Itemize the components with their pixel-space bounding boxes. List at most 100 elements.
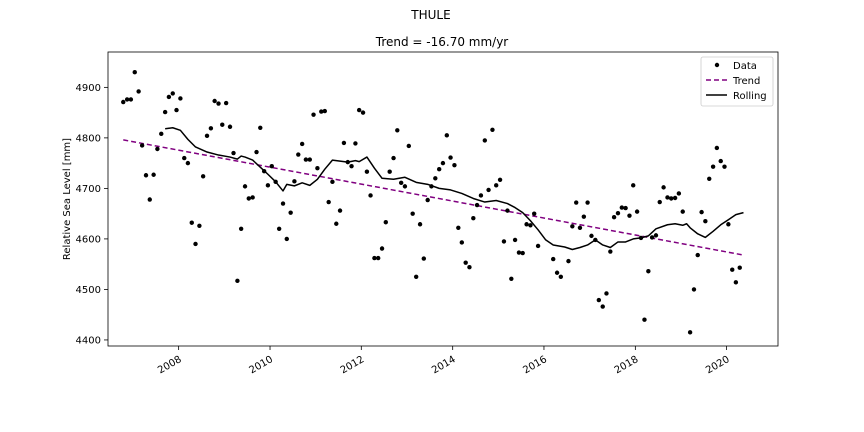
- data-point: [615, 210, 621, 216]
- data-point: [166, 94, 172, 100]
- figure-suptitle: THULE: [410, 8, 450, 22]
- data-point: [726, 222, 731, 227]
- data-point: [212, 98, 217, 104]
- trend-line: [123, 139, 744, 256]
- data-point: [505, 208, 510, 213]
- data-point: [478, 193, 484, 198]
- data-point: [627, 213, 632, 218]
- data-point: [737, 265, 742, 270]
- data-point: [223, 100, 229, 106]
- y-tick-label: 4400: [76, 335, 101, 346]
- data-point: [303, 157, 309, 162]
- data-point: [182, 155, 187, 161]
- data-point: [395, 128, 400, 133]
- data-point: [718, 158, 723, 164]
- data-point: [326, 199, 331, 205]
- data-point: [143, 173, 149, 178]
- data-point: [216, 101, 221, 106]
- data-point: [379, 246, 385, 251]
- legend-label-rolling: Rolling: [733, 91, 767, 102]
- data-point: [535, 243, 541, 249]
- data-point: [147, 197, 152, 202]
- data-point: [433, 176, 438, 181]
- data-point: [413, 274, 419, 279]
- data-point: [574, 200, 579, 205]
- data-point: [672, 195, 678, 201]
- data-point: [551, 256, 556, 262]
- data-point: [440, 160, 446, 166]
- data-point: [341, 140, 347, 146]
- data-point: [250, 195, 255, 200]
- data-point: [204, 133, 210, 139]
- data-point: [265, 183, 271, 188]
- legend-frame: [700, 56, 774, 107]
- data-point: [623, 205, 628, 211]
- data-point: [421, 256, 427, 261]
- data-point: [532, 211, 537, 216]
- data-point: [486, 187, 491, 193]
- data-point: [611, 214, 617, 220]
- data-point: [402, 184, 408, 189]
- data-point: [669, 196, 674, 201]
- data-point: [345, 159, 350, 165]
- data-point: [707, 176, 712, 181]
- data-point: [634, 209, 640, 214]
- data-point: [593, 237, 598, 243]
- data-point: [482, 138, 488, 143]
- data-point: [585, 200, 590, 205]
- data-point: [494, 183, 499, 188]
- data-point: [733, 280, 739, 285]
- data-point: [459, 240, 465, 245]
- data-point: [356, 107, 362, 113]
- data-point: [570, 224, 575, 229]
- data-point: [646, 269, 651, 274]
- data-point: [136, 89, 141, 94]
- plot-area-frame: [107, 51, 779, 347]
- data-point: [391, 155, 396, 161]
- data-point: [619, 205, 625, 210]
- data-point: [581, 214, 587, 219]
- data-point: [687, 330, 693, 335]
- data-point: [132, 70, 137, 75]
- data-point: [577, 225, 583, 230]
- y-tick-label: 4500: [76, 285, 101, 296]
- data-point: [319, 109, 324, 114]
- data-point: [360, 110, 366, 115]
- data-point: [657, 199, 662, 205]
- data-point: [554, 270, 560, 275]
- data-point: [383, 220, 388, 225]
- data-point: [649, 235, 655, 240]
- data-point: [197, 223, 202, 228]
- y-tick-label: 4700: [76, 184, 101, 195]
- data-point: [703, 219, 708, 224]
- data-point: [220, 122, 225, 127]
- y-tick-label: 4600: [76, 234, 101, 245]
- data-point: [288, 210, 293, 215]
- data-point: [722, 164, 727, 169]
- data-point: [315, 165, 320, 171]
- data-point: [322, 108, 327, 114]
- data-point: [512, 237, 518, 243]
- data-point: [638, 235, 644, 241]
- data-point: [429, 184, 434, 189]
- legend-label-data: Data: [733, 61, 757, 72]
- data-point: [417, 222, 423, 227]
- data-point: [261, 169, 267, 174]
- data-point: [524, 222, 529, 227]
- data-point: [691, 287, 697, 292]
- data-point: [349, 163, 354, 169]
- data-point: [558, 274, 564, 279]
- data-point: [596, 297, 602, 303]
- data-point: [528, 223, 533, 228]
- data-point: [276, 226, 282, 231]
- data-point: [284, 236, 289, 242]
- data-point: [676, 191, 682, 196]
- data-point: [490, 127, 495, 132]
- data-point: [398, 180, 404, 186]
- data-point: [653, 233, 659, 238]
- data-point: [311, 112, 316, 117]
- data-point: [174, 107, 179, 113]
- data-point: [178, 96, 183, 101]
- data-point: [436, 167, 442, 172]
